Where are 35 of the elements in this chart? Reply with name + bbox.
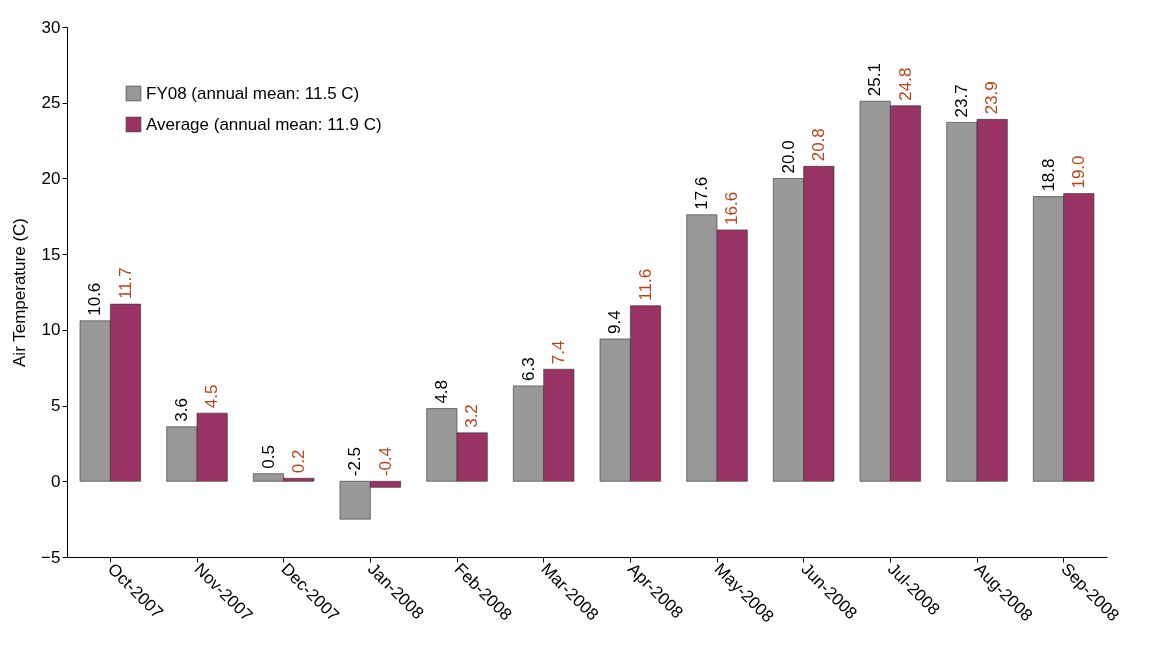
legend-label: FY08 (annual mean: 11.5 C) (146, 83, 360, 103)
data-label: 0.2 (288, 449, 308, 474)
y-tick-label: 5 (51, 396, 61, 416)
data-label: 16.6 (722, 191, 742, 225)
legend-label: Average (annual mean: 11.9 C) (146, 114, 382, 134)
data-label: 23.9 (982, 81, 1002, 115)
data-label: -0.4 (375, 446, 395, 477)
data-label: 18.8 (1038, 158, 1058, 192)
y-tick-label: 0 (51, 471, 61, 491)
data-label: 4.8 (431, 379, 451, 404)
data-label: 19.0 (1068, 155, 1088, 189)
data-label: 20.8 (808, 128, 828, 162)
data-label: 23.7 (951, 84, 971, 118)
data-label: 7.4 (548, 340, 568, 365)
y-tick-label: 10 (41, 320, 61, 340)
data-label: 3.6 (171, 398, 191, 422)
y-tick-label: 20 (41, 168, 61, 188)
data-label: 10.6 (85, 282, 105, 316)
data-label: 6.3 (518, 357, 538, 381)
data-label: 17.6 (691, 176, 711, 210)
y-tick-label: 30 (41, 17, 61, 37)
data-label: 3.2 (462, 404, 482, 428)
data-label: -2.5 (345, 446, 365, 477)
data-label: 9.4 (605, 310, 625, 334)
data-label: 0.5 (258, 445, 278, 469)
data-label: 25.1 (865, 63, 885, 97)
y-tick-label: 15 (41, 244, 61, 264)
data-label: 4.5 (202, 384, 222, 409)
y-axis-title: Air Temperature (C) (10, 218, 30, 367)
data-label: 24.8 (895, 67, 915, 101)
y-tick-label: −5 (41, 547, 61, 567)
data-label: 11.6 (635, 268, 655, 301)
y-tick-label: 25 (41, 93, 61, 113)
data-label: 11.7 (115, 267, 135, 300)
data-label: 20.0 (778, 140, 798, 174)
